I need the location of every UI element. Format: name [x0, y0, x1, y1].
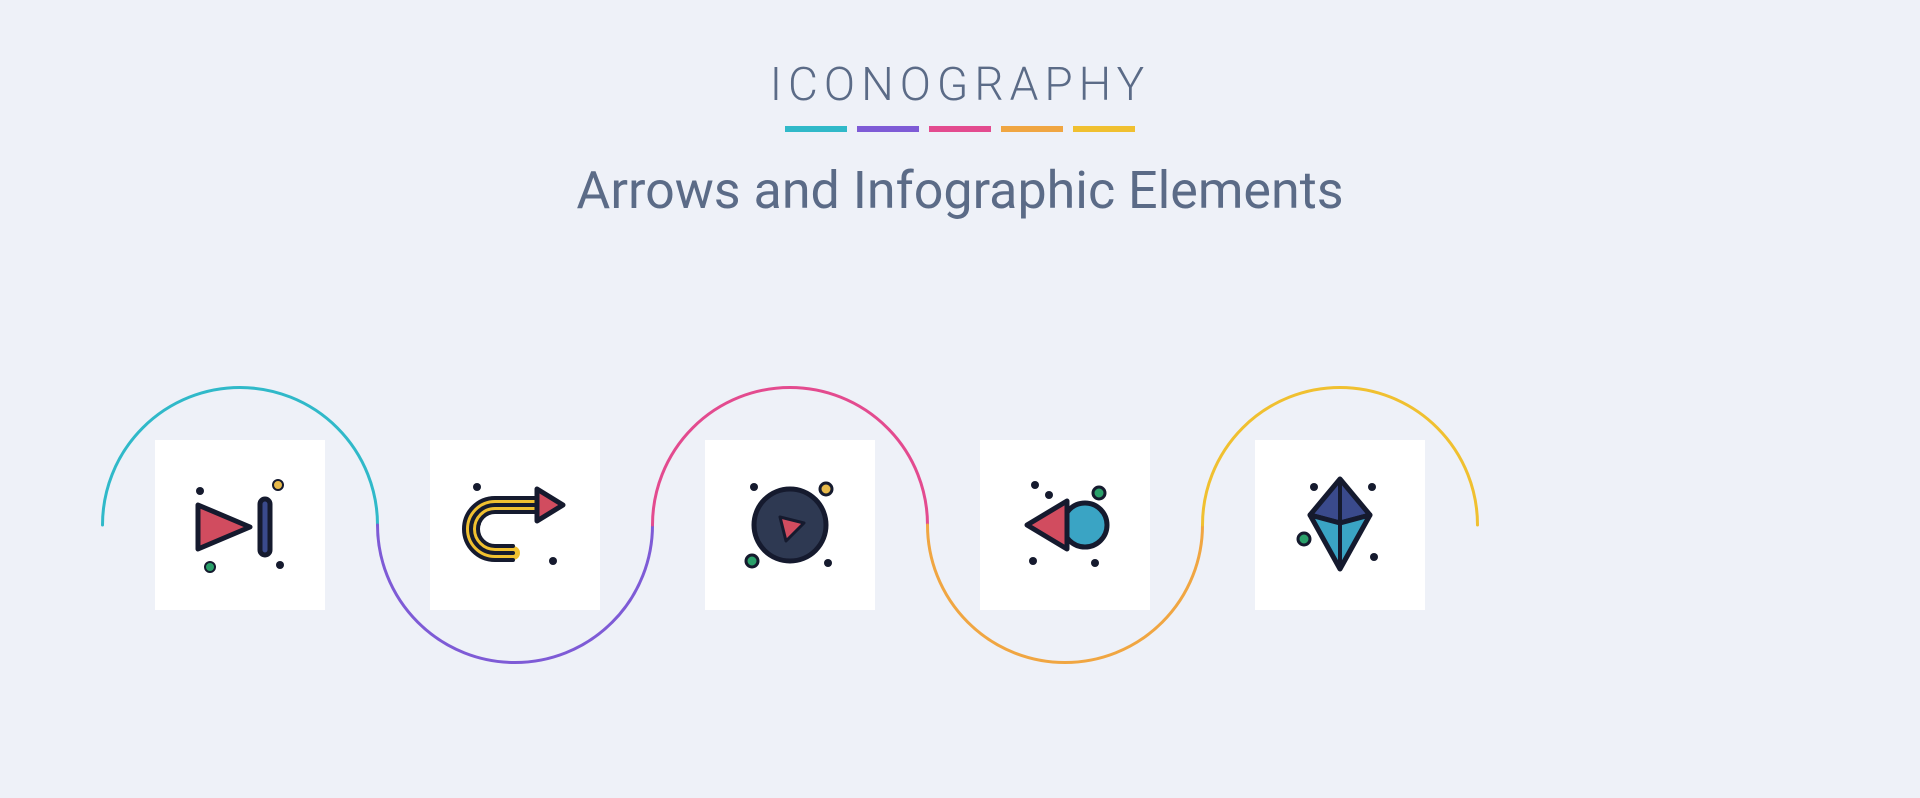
color-bar-2	[857, 126, 919, 132]
skip-forward-icon	[180, 465, 300, 585]
back-with-circle-icon	[1005, 465, 1125, 585]
icon-tile-4	[980, 440, 1150, 610]
redo-loop-icon	[455, 465, 575, 585]
subtitle: Arrows and Infographic Elements	[0, 160, 1920, 221]
icon-tile-2	[430, 440, 600, 610]
icon-tile-1	[155, 440, 325, 610]
header: ICONOGRAPHY Arrows and Infographic Eleme…	[0, 58, 1920, 221]
color-bars	[0, 126, 1920, 132]
diamond-arrow-up-icon	[1280, 465, 1400, 585]
color-bar-4	[1001, 126, 1063, 132]
color-bar-3	[929, 126, 991, 132]
compass-circle-icon	[730, 465, 850, 585]
icon-tile-5	[1255, 440, 1425, 610]
icon-tile-3	[705, 440, 875, 610]
color-bar-1	[785, 126, 847, 132]
icons-row	[0, 440, 1920, 640]
color-bar-5	[1073, 126, 1135, 132]
logo-text: ICONOGRAPHY	[0, 58, 1920, 112]
